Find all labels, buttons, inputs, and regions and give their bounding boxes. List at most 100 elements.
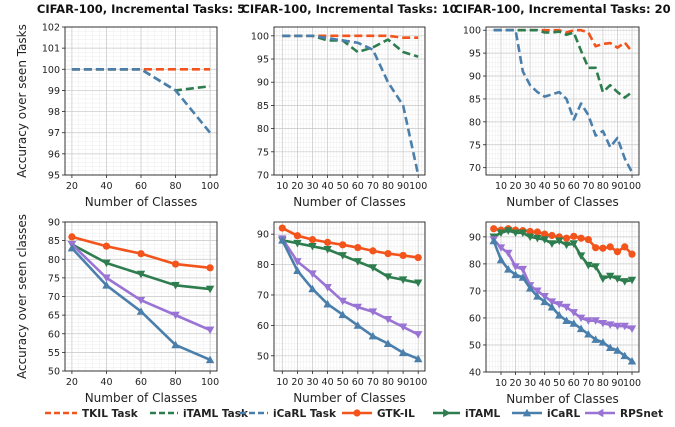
series-icarl	[489, 236, 637, 365]
series-tkil-task	[493, 28, 634, 53]
data-point	[613, 322, 622, 331]
data-point	[526, 227, 534, 236]
legend-label: iCaRL	[547, 408, 580, 420]
data-point	[293, 232, 302, 240]
data-point	[605, 321, 615, 329]
data-point	[547, 302, 557, 311]
x-tick-label: 70	[367, 377, 379, 388]
legend-marker	[595, 408, 604, 418]
data-point	[504, 227, 513, 235]
data-point	[605, 272, 615, 281]
data-point	[323, 246, 332, 254]
data-point	[414, 279, 423, 288]
x-axis-label: Number of Classes	[506, 195, 619, 209]
data-point	[383, 315, 393, 324]
subplot-2: 10 20 30 40 50 60 70 80 90 100707580859095100CIFA…	[241, 2, 457, 209]
data-point	[368, 264, 378, 272]
data-point	[398, 348, 408, 357]
data-point	[525, 233, 535, 242]
data-point	[414, 331, 423, 339]
x-tick-label: 40	[539, 181, 551, 192]
y-tick-label: 99	[48, 86, 60, 97]
data-point	[518, 265, 528, 274]
y-tick-label: 90	[48, 218, 60, 229]
data-point	[569, 319, 578, 327]
data-point	[591, 263, 600, 271]
data-point	[620, 278, 629, 286]
data-point	[136, 270, 146, 279]
x-tick-label: 10	[495, 378, 507, 389]
series-line	[493, 28, 634, 173]
x-tick-label: 80	[169, 377, 181, 388]
x-tick-label: 80	[169, 181, 181, 192]
data-point	[584, 235, 592, 244]
x-tick-label: 10	[276, 377, 288, 388]
data-point	[569, 240, 578, 248]
data-point	[496, 244, 506, 252]
data-point	[354, 243, 362, 252]
data-point	[308, 270, 317, 278]
x-tick-label: 90	[611, 181, 623, 192]
y-tick-label: 85	[469, 94, 481, 105]
y-tick-label: 65	[48, 311, 60, 322]
data-point	[533, 228, 541, 236]
data-point	[598, 275, 608, 283]
data-point	[584, 261, 593, 270]
series-itaml-task	[282, 34, 419, 58]
data-point	[591, 317, 600, 325]
data-point	[598, 319, 608, 328]
series-icarl-task	[493, 28, 634, 173]
y-tick-label: 55	[48, 348, 60, 359]
data-point	[576, 252, 586, 260]
data-point	[541, 230, 549, 238]
x-tick-label: 20	[66, 377, 78, 388]
data-point	[414, 253, 422, 262]
legend-label: iTAML	[465, 408, 501, 420]
subplot-6: 10 20 30 40 50 60 70 80 90 100405060708090Number …	[469, 221, 641, 406]
y-tick-label: 98	[48, 107, 60, 118]
y-tick-label: 90	[469, 232, 481, 243]
y-tick-label: 80	[469, 259, 481, 270]
legend-item-itaml-task: iTAML Task	[150, 408, 249, 420]
y-tick-label: 100	[42, 65, 60, 76]
x-tick-label: 40	[100, 377, 112, 388]
data-point	[620, 351, 629, 360]
x-tick-label: 60	[352, 181, 364, 192]
data-point	[293, 266, 302, 275]
x-tick-label: 80	[382, 181, 394, 192]
y-tick-label: 40	[469, 368, 481, 379]
series-gtk-il	[490, 225, 636, 258]
series-tkil-task	[282, 34, 419, 39]
y-tick-label: 80	[257, 260, 269, 271]
y-tick-label: 50	[257, 351, 269, 362]
data-point	[308, 242, 317, 251]
y-tick-label: 97	[48, 128, 60, 139]
y-tick-label: 101	[42, 44, 60, 55]
series-gtk-il	[68, 233, 214, 272]
x-tick-label: 80	[382, 377, 394, 388]
data-point	[490, 225, 498, 233]
x-tick-label: 100	[409, 377, 427, 388]
y-tick-label: 100	[463, 26, 481, 37]
data-point	[606, 243, 614, 251]
legend-item-tkil-task: TKIL Task	[45, 408, 139, 420]
x-tick-label: 50	[337, 377, 349, 388]
x-tick-label: 20	[510, 181, 522, 192]
plot-frame	[273, 221, 426, 372]
series-line	[282, 34, 419, 39]
plot-frame	[64, 221, 218, 372]
data-point	[278, 224, 286, 232]
data-point	[591, 335, 600, 343]
x-tick-label: 100	[623, 181, 641, 192]
series-itaml	[489, 227, 637, 286]
data-point	[599, 244, 607, 252]
x-tick-label: 40	[322, 181, 334, 192]
data-point	[369, 247, 377, 255]
data-point	[592, 244, 600, 252]
data-point	[323, 284, 332, 292]
data-point	[511, 229, 520, 238]
legend-label: RPSnet	[620, 408, 663, 420]
x-tick-label: 80	[597, 378, 609, 389]
y-tick-label: 80	[48, 255, 60, 266]
